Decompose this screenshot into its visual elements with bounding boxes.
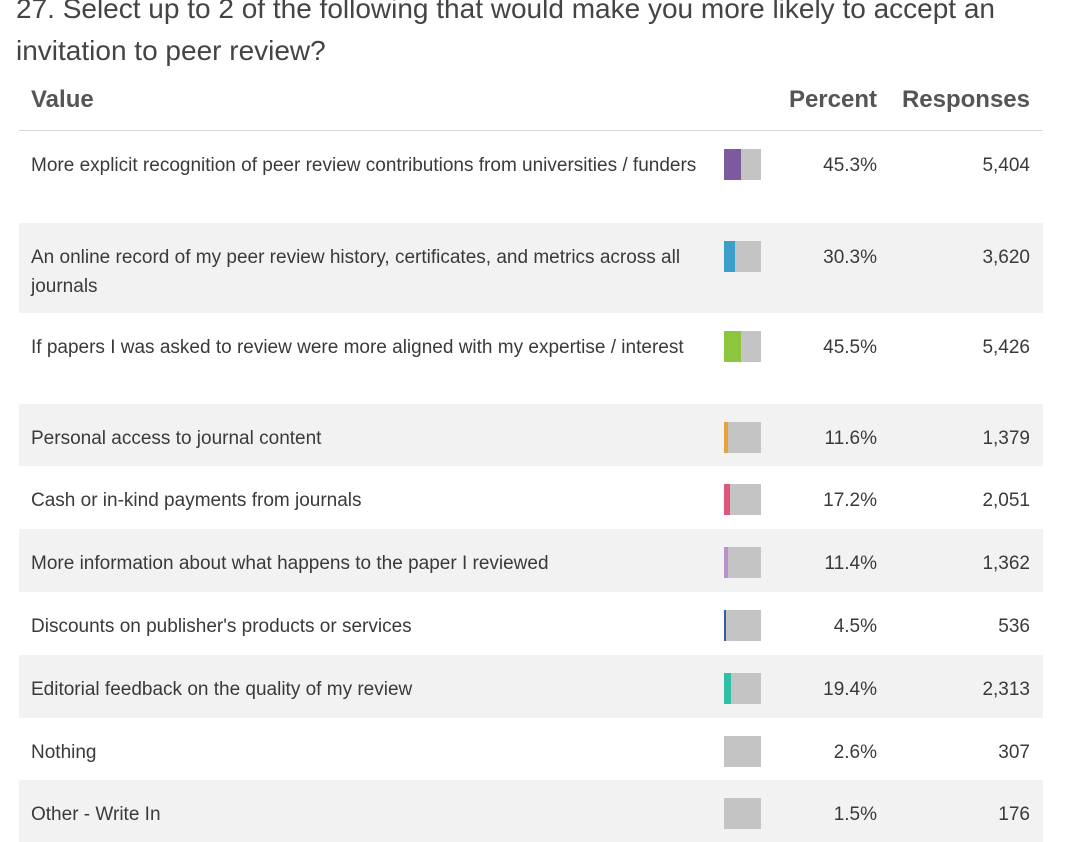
row-label: More information about what happens to t… [31, 553, 549, 574]
row-label: If papers I was asked to review were mor… [31, 337, 684, 358]
percent-value: 4.5% [833, 616, 877, 637]
percent-bar [724, 484, 761, 515]
percent-bar [724, 331, 761, 362]
percent-value: 45.3% [823, 155, 877, 176]
table-row: Editorial feedback on the quality of my … [19, 655, 1043, 718]
percent-bar [724, 798, 761, 829]
percent-value: 17.2% [823, 490, 877, 511]
percent-value: 45.5% [823, 337, 877, 358]
percent-bar [724, 422, 761, 453]
table-row: If papers I was asked to review were mor… [19, 313, 1043, 404]
row-label: More explicit recognition of peer review… [31, 155, 697, 176]
row-label: Cash or in-kind payments from journals [31, 490, 362, 511]
responses-value: 536 [998, 616, 1030, 637]
row-label: Discounts on publisher's products or ser… [31, 616, 412, 637]
table-row: More explicit recognition of peer review… [19, 131, 1043, 223]
table-body: More explicit recognition of peer review… [19, 131, 1043, 842]
percent-bar-fill [724, 149, 741, 180]
table-row: Other - Write In 1.5% 176 [19, 780, 1043, 842]
percent-bar [724, 149, 761, 180]
percent-value: 30.3% [823, 247, 877, 268]
percent-bar [724, 673, 761, 704]
table-row: More information about what happens to t… [19, 529, 1043, 592]
results-table: Value Percent Responses More explicit re… [19, 72, 1043, 842]
percent-value: 19.4% [823, 679, 877, 700]
responses-value: 2,313 [982, 679, 1030, 700]
row-label: Nothing [31, 742, 97, 763]
responses-value: 1,379 [982, 428, 1030, 449]
table-row: Cash or in-kind payments from journals 17… [19, 466, 1043, 529]
percent-bar-fill [724, 484, 731, 515]
row-label: Other - Write In [31, 804, 161, 825]
percent-bar [724, 241, 761, 272]
percent-bar-fill [724, 798, 725, 829]
table-row: Personal access to journal content 11.6% 1… [19, 404, 1043, 466]
percent-bar-fill [724, 241, 736, 272]
responses-value: 176 [998, 804, 1030, 825]
percent-bar [724, 736, 761, 767]
responses-value: 5,426 [982, 337, 1030, 358]
column-header-responses[interactable]: Responses [901, 86, 1030, 113]
row-label: An online record of my peer review histo… [31, 247, 681, 297]
percent-value: 11.6% [824, 428, 877, 449]
percent-bar-fill [724, 547, 729, 578]
percent-bar-fill [724, 422, 729, 453]
table-row: Discounts on publisher's products or ser… [19, 592, 1043, 655]
percent-bar [724, 547, 761, 578]
percent-value: 11.4% [824, 553, 877, 574]
row-label: Personal access to journal content [31, 428, 322, 449]
responses-value: 3,620 [982, 247, 1030, 268]
percent-bar [724, 610, 761, 641]
percent-bar-fill [724, 331, 741, 362]
percent-value: 2.6% [833, 742, 877, 763]
percent-bar-fill [724, 736, 725, 767]
responses-value: 2,051 [982, 490, 1030, 511]
responses-value: 1,362 [982, 553, 1030, 574]
responses-value: 307 [998, 742, 1030, 763]
percent-bar-fill [724, 673, 732, 704]
table-header: Value Percent Responses [19, 72, 1043, 131]
table-row: An online record of my peer review histo… [19, 223, 1043, 313]
column-header-value[interactable]: Value [31, 86, 94, 113]
table-row: Nothing 2.6% 307 [19, 718, 1043, 780]
question-title: 27. Select up to 2 of the following that… [16, 0, 996, 66]
responses-value: 5,404 [982, 155, 1030, 176]
percent-value: 1.5% [833, 804, 877, 825]
column-header-percent[interactable]: Percent [788, 86, 877, 113]
percent-bar-fill [724, 610, 726, 641]
row-label: Editorial feedback on the quality of my … [31, 679, 413, 700]
